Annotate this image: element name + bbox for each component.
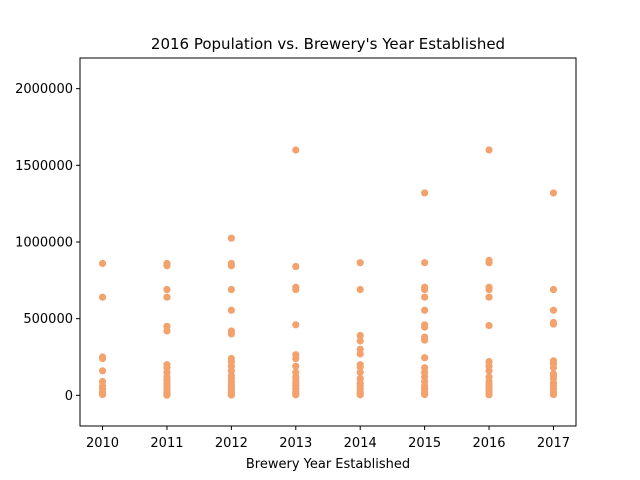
x-tick-label: 2015 [408,436,441,451]
data-points [98,146,558,399]
data-point [485,391,493,399]
y-tick-label: 1000000 [15,236,73,251]
data-point [421,354,429,362]
y-tick-label: 1500000 [15,159,73,174]
data-point [163,293,171,301]
data-point [98,390,107,399]
data-point [549,189,558,197]
data-point [356,368,364,376]
data-point [98,354,107,363]
y-axis-ticks: 0 500000 1000000 1500000 2000000 [15,82,80,404]
data-point [292,285,300,294]
data-point [421,293,429,301]
x-axis-label: Brewery Year Established [246,457,410,472]
data-point [421,285,429,294]
data-point [485,293,493,301]
data-point [549,320,558,328]
data-point [227,306,235,314]
chart-title: 2016 Population vs. Brewery's Year Estab… [151,35,505,53]
data-point [227,262,235,270]
data-point [485,259,493,267]
data-point [356,331,364,340]
data-point [356,363,364,371]
data-point [421,390,429,399]
x-tick-label: 2016 [472,436,505,451]
data-point [227,330,235,338]
data-point [227,391,235,399]
data-point [292,391,300,399]
data-point [485,321,493,330]
data-point [98,367,107,375]
data-point [421,323,429,331]
data-point [163,327,171,335]
data-point [292,354,300,363]
y-tick-label: 0 [65,389,73,404]
plot-frame [79,57,577,427]
y-tick-label: 500000 [23,312,73,327]
data-point [485,285,493,294]
data-point [98,293,107,301]
data-point [292,146,300,154]
data-point [98,259,107,268]
data-point [421,306,429,314]
data-point [485,367,493,375]
data-point [421,189,429,197]
x-tick-label: 2010 [86,436,119,451]
data-point [292,262,300,271]
data-point [292,362,300,370]
data-point [549,306,558,314]
data-point [356,259,364,267]
data-point [356,350,364,358]
data-point [549,285,558,294]
x-tick-label: 2012 [215,436,248,451]
x-tick-label: 2013 [279,436,312,451]
x-axis-ticks: 2010 2011 2012 2013 2014 2015 2016 2017 [86,426,570,451]
data-point [421,336,429,344]
data-point [356,391,364,399]
data-point [356,285,364,294]
data-point [421,259,429,267]
data-point [356,337,364,345]
data-point [163,262,171,270]
x-tick-label: 2011 [150,436,183,451]
data-point [549,390,558,399]
data-point [227,234,235,242]
data-point [163,285,171,294]
x-tick-label: 2017 [537,436,570,451]
data-point [227,285,235,294]
y-tick-label: 2000000 [15,82,73,97]
data-point [485,146,493,154]
x-tick-label: 2014 [344,436,377,451]
data-point [163,391,171,399]
data-point [292,321,300,329]
data-point [549,364,558,372]
